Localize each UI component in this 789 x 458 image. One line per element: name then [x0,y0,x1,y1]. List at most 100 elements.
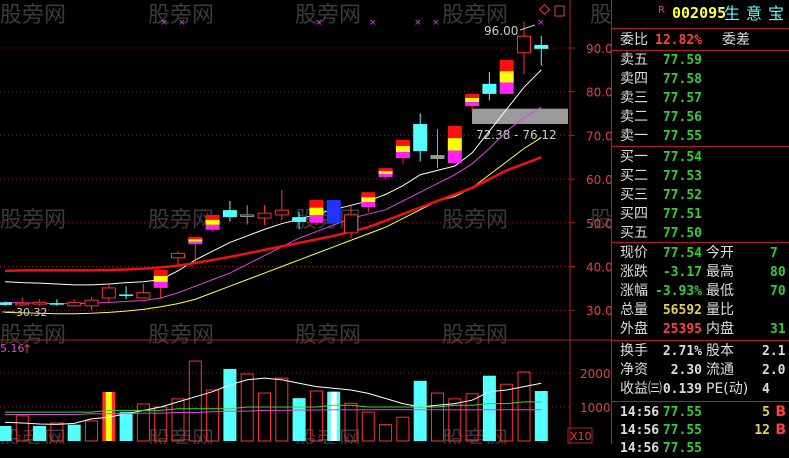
diamond-icon [538,3,551,16]
ask-label: 卖三 [620,90,648,106]
volume-bar [67,424,81,441]
up-arrow-icon: ↑ [22,342,32,356]
trade-side: B [775,422,786,438]
ask-row[interactable]: 卖四 77.58 [612,70,789,89]
signal-marker: × [414,18,422,28]
quote-panel: R 002095 生意宝 委比 12.82% 委差 卖五 77.59 卖四 77.58… [611,0,789,456]
watermark-text: 股旁网 [148,3,214,28]
candle-body [447,150,462,163]
finance-label: 换手 [620,343,648,359]
candle-body [361,202,376,208]
quote-value-2: 7 [770,246,778,261]
candle-body [361,192,376,198]
finance-value: 2.71% [662,344,702,359]
bid-label: 买一 [620,149,648,165]
volume-bar [206,389,220,442]
candle-body [67,301,82,307]
ask-row[interactable]: 卖一 77.55 [612,127,789,146]
high-label: 96.00 [484,24,518,38]
ask-price: 77.59 [662,53,702,68]
volume-bar [413,380,427,441]
volume-label: 5.16 [0,342,25,355]
candle-body [395,139,410,146]
quote-value-2: 70 [770,284,786,299]
kline-chart[interactable]: 股旁网股旁网股旁网股旁网股旁网股旁网股旁网股旁网股旁网股旁网股旁网股旁网股旁网股… [0,0,611,444]
volume-bar [0,426,12,441]
trade-price: 77.55 [662,405,702,420]
y-tick-label: 60.00 [586,173,611,187]
watermark-text: 股旁网 [148,323,214,348]
ask-label: 卖二 [620,109,648,125]
ask-row[interactable]: 卖二 77.56 [612,108,789,127]
signal-marker: × [178,18,186,28]
window-icon [554,5,565,17]
watermark-text: 股旁网 [442,323,508,348]
candle-body [534,44,549,49]
weibi-row: 委比 12.82% 委差 [612,31,789,50]
trade-time: 14:56 [620,441,660,456]
candle-body [344,214,358,234]
candle-body [292,217,307,222]
volume-bar [85,420,98,442]
y-tick-label: 40.00 [586,261,611,275]
ask-price: 77.58 [662,72,702,87]
bid-price: 77.52 [662,188,702,203]
candle-body [188,239,203,242]
volume-bar [500,383,514,442]
bid-row[interactable]: 买五 77.50 [612,224,789,243]
candle-body [15,302,30,306]
volume-bar [136,403,150,442]
quote-label: 涨幅 [620,283,648,299]
watermark-text: 股旁网 [0,3,66,28]
watermark-text: 股旁网 [442,428,508,444]
volume-bar [465,393,479,442]
volume-bar [309,390,323,442]
volume-bar [50,422,64,442]
volume-ma-line [5,409,542,415]
trade-volume: 12 [754,423,770,438]
weicha-label: 委差 [722,32,750,48]
trade-price: 77.55 [662,441,702,456]
bid-price: 77.51 [662,207,702,222]
watermark-text: 股旁网 [590,3,611,28]
candle-body [361,197,376,203]
quote-label: 外盘 [620,321,648,337]
candle-body [84,299,99,307]
signal-marker: × [160,18,168,28]
candle-body [257,212,272,219]
candle-body [482,83,497,94]
ask-row[interactable]: 卖三 77.57 [612,89,789,108]
bid-row[interactable]: 买一 77.54 [612,148,789,167]
volume-tick-label: 20000 [580,367,611,381]
quote-value: -3.93% [655,284,702,299]
candle-body [413,124,428,152]
candle-body [205,214,220,220]
volume-bar [188,360,202,442]
candle-body [0,302,12,305]
moving-average-line [4,156,542,273]
finance-value-2: 2.1 [762,344,786,359]
candle-body [153,281,168,288]
ask-label: 卖四 [620,71,648,87]
volume-bar [448,398,462,442]
finance-value-2: 2.0 [762,363,786,378]
volume-bar [379,424,393,442]
candle-body [240,214,255,217]
volume-bar [171,398,185,442]
volume-bar-inner [105,392,112,441]
ask-row[interactable]: 卖五 77.59 [612,51,789,70]
trade-volume: 5 [762,405,770,420]
quote-label-2: 内盘 [706,321,734,337]
bid-row[interactable]: 买三 77.52 [612,186,789,205]
trade-time: 14:56 [620,405,660,420]
signal-marker: × [432,18,440,28]
bid-row[interactable]: 买二 77.53 [612,167,789,186]
candle-body [395,145,410,153]
finance-value: 2.30 [670,363,702,378]
bid-label: 买五 [620,225,648,241]
bid-row[interactable]: 买四 77.51 [612,205,789,224]
volume-bar [396,416,410,442]
trade-row: 14:56 77.55 12 B [612,421,789,440]
candle-body [499,71,514,83]
quote-value: -3.17 [662,265,702,280]
